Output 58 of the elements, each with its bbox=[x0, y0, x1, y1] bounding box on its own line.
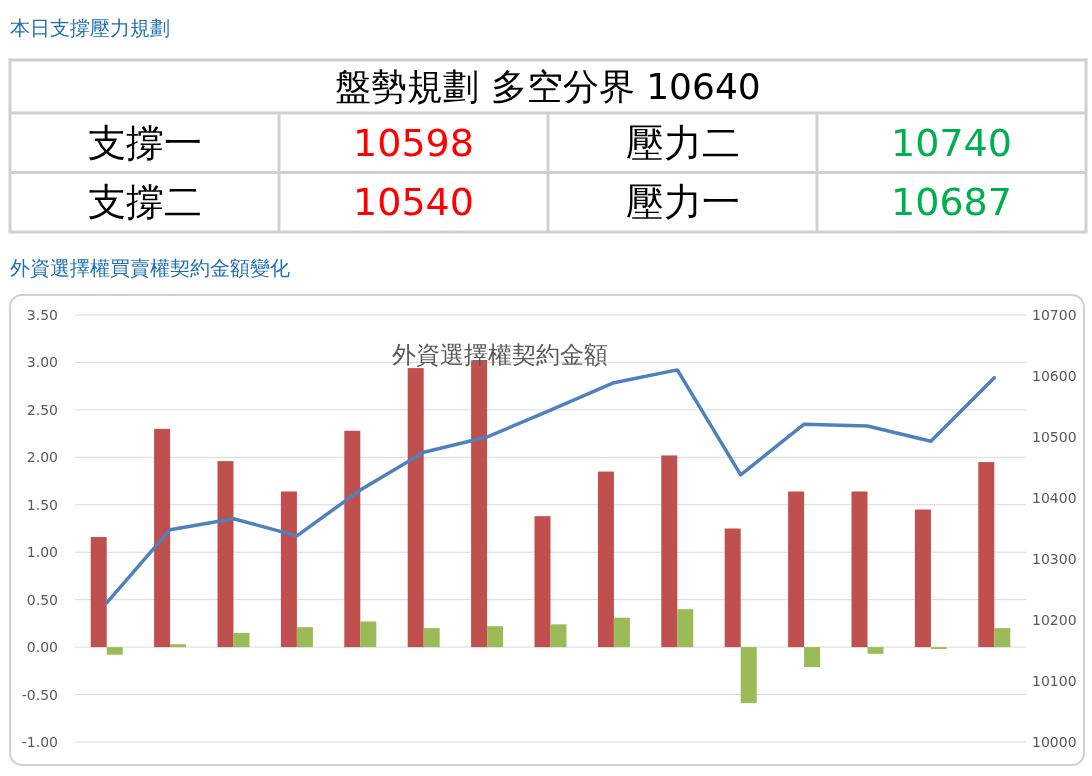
bar bbox=[724, 528, 741, 648]
bar bbox=[90, 537, 107, 648]
bar bbox=[217, 461, 234, 648]
bar bbox=[978, 462, 995, 648]
y2-tick-label: 10700 bbox=[1032, 307, 1077, 323]
bar bbox=[170, 644, 187, 648]
y-tick-label: 0.50 bbox=[26, 591, 58, 608]
y-tick-label: -1.00 bbox=[21, 734, 58, 750]
line-series bbox=[104, 368, 997, 605]
bar bbox=[788, 491, 805, 648]
text: 支撐一 bbox=[87, 120, 202, 165]
y2-tick-label: 10500 bbox=[1032, 429, 1077, 445]
y2-tick-label: 10300 bbox=[1032, 551, 1077, 567]
text: 10687 bbox=[891, 180, 1012, 225]
y-tick-label: 3.50 bbox=[26, 307, 58, 323]
bar bbox=[550, 624, 567, 648]
text: 10740 bbox=[891, 120, 1012, 165]
text: 壓力二 bbox=[625, 120, 740, 165]
text: 壓力一 bbox=[625, 180, 740, 225]
bar bbox=[597, 471, 614, 648]
bar bbox=[233, 632, 250, 648]
bar bbox=[867, 647, 884, 654]
y2-tick-label: 10000 bbox=[1032, 734, 1077, 750]
y-tick-label: 0.00 bbox=[26, 639, 58, 656]
bar bbox=[994, 628, 1011, 648]
bar bbox=[534, 516, 551, 648]
bar bbox=[613, 617, 630, 648]
y2-tick-label: 10600 bbox=[1032, 368, 1077, 384]
bar bbox=[677, 609, 694, 648]
text: 10598 bbox=[353, 120, 474, 165]
text: 本日支撐壓力規劃 bbox=[10, 16, 170, 40]
y2-tick-label: 10200 bbox=[1032, 612, 1077, 628]
bar bbox=[804, 647, 821, 668]
bar bbox=[851, 491, 868, 648]
bar bbox=[344, 430, 361, 648]
bar bbox=[106, 647, 123, 655]
bar bbox=[280, 491, 297, 648]
y-tick-label: 2.00 bbox=[26, 449, 58, 466]
bar bbox=[423, 628, 440, 648]
bar bbox=[914, 509, 931, 648]
y-tick-label: 3.00 bbox=[26, 354, 58, 371]
chart-title: 外資選擇權買賣權契約金額變化 bbox=[10, 256, 290, 280]
y-tick-label: 1.00 bbox=[26, 544, 58, 561]
y2-tick-label: 10100 bbox=[1032, 673, 1077, 689]
bar bbox=[296, 627, 313, 648]
bar bbox=[487, 626, 504, 648]
bar bbox=[360, 621, 377, 648]
y2-tick-label: 10400 bbox=[1032, 490, 1077, 506]
bar bbox=[154, 428, 171, 648]
text: 支撐二 bbox=[87, 180, 202, 225]
y-tick-label: -0.50 bbox=[21, 686, 58, 703]
bar bbox=[661, 455, 678, 648]
y-tick-label: 2.50 bbox=[26, 401, 58, 418]
text: 盤勢規劃 多空分界 10640 bbox=[335, 66, 761, 107]
y-tick-label: 1.50 bbox=[26, 496, 58, 513]
bar bbox=[407, 368, 424, 648]
text: 10540 bbox=[353, 180, 474, 225]
bar bbox=[740, 647, 757, 704]
